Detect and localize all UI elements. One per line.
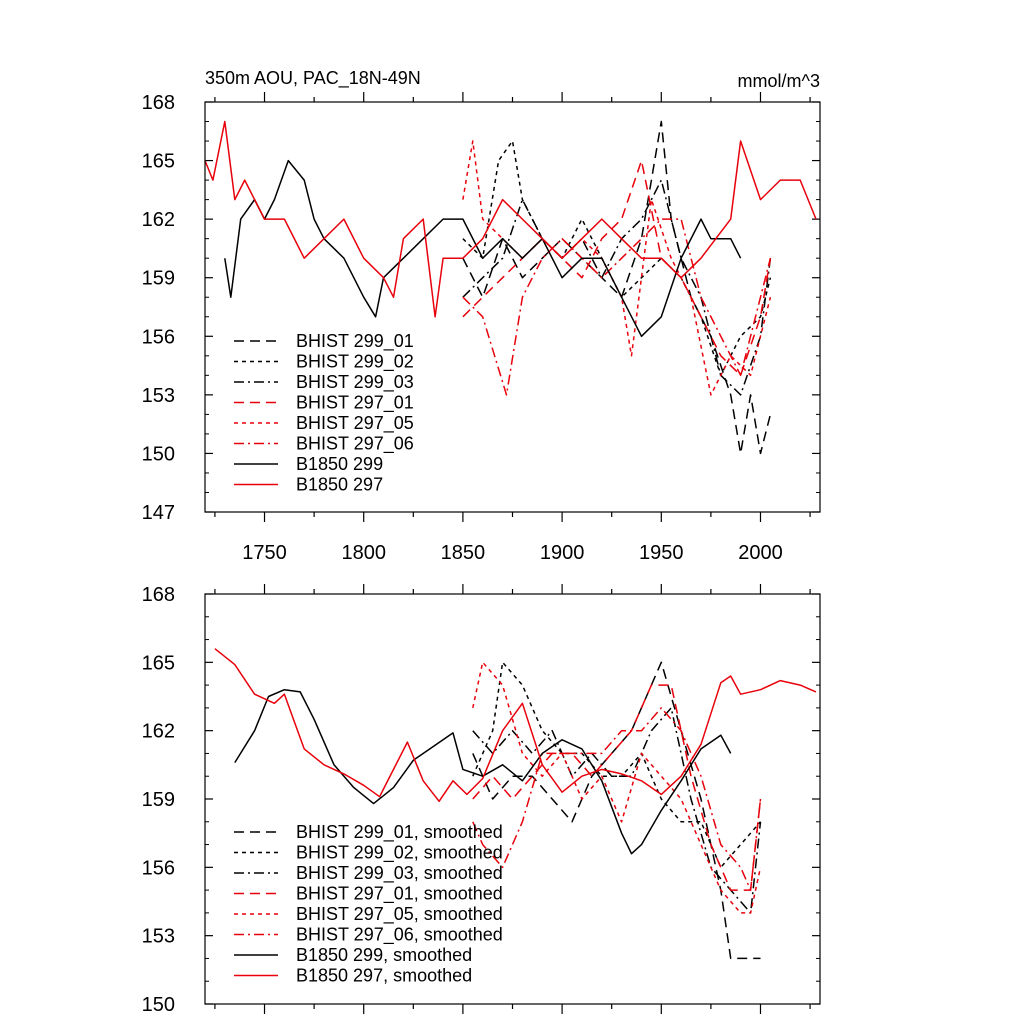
- bottom-panel: 150 153 156 159 162 165 168 BHIST 299_01, smoo…: [142, 584, 821, 1016]
- bottom-series-line: [234, 688, 732, 855]
- bottom-series-line: [214, 648, 817, 803]
- top-series-group: [204, 120, 817, 455]
- top-legend-label: BHIST 297_05: [296, 413, 414, 434]
- bottom-series-line: [472, 661, 761, 960]
- bottom-series-line: [472, 707, 762, 914]
- bottom-legend-label: BHIST 297_01, smoothed: [296, 884, 503, 905]
- bottom-series-group: [214, 648, 817, 960]
- bottom-series-line: [472, 707, 762, 891]
- bottom-legend-label: BHIST 299_01, smoothed: [296, 822, 503, 843]
- bottom-legend-label: BHIST 297_05, smoothed: [296, 904, 503, 925]
- top-axis-ticks: 147 150 153 156 159 162 165 168 1750 1800 1850 1900…: [142, 92, 820, 564]
- top-ytick-label: 147: [142, 502, 175, 524]
- chart-units-label: mmol/m^3: [738, 71, 820, 91]
- bottom-ytick-label: 168: [142, 584, 175, 606]
- chart-title: 350m AOU, PAC_18N-49N: [205, 68, 421, 89]
- bottom-ytick-label: 150: [142, 994, 175, 1016]
- top-series-line: [462, 140, 772, 396]
- top-ytick-label: 153: [142, 385, 175, 407]
- bottom-series-line: [472, 684, 762, 891]
- top-legend-label: BHIST 299_01: [296, 331, 414, 352]
- top-panel: 350m AOU, PAC_18N-49N mmol/m^3 147 150 153…: [142, 68, 821, 564]
- top-legend-label: BHIST 299_03: [296, 372, 414, 393]
- top-xtick-label: 1900: [540, 542, 585, 564]
- top-series-line: [204, 120, 817, 318]
- bottom-ytick-label: 159: [142, 789, 175, 811]
- bottom-ytick-label: 156: [142, 857, 175, 879]
- top-series-line: [462, 120, 772, 455]
- bottom-legend-label: BHIST 299_03, smoothed: [296, 863, 503, 884]
- top-ytick-label: 156: [142, 326, 175, 348]
- bottom-ytick-label: 162: [142, 721, 175, 743]
- top-xtick-label: 1950: [639, 542, 684, 564]
- top-legend-label: BHIST 297_01: [296, 393, 414, 414]
- bottom-legend-label: BHIST 297_06, smoothed: [296, 925, 503, 946]
- top-series-line: [462, 218, 772, 396]
- top-ytick-label: 162: [142, 209, 175, 231]
- top-xtick-label: 1750: [242, 542, 287, 564]
- bottom-ytick-label: 165: [142, 652, 175, 674]
- top-legend-label: B1850 299: [296, 454, 383, 474]
- bottom-axis-ticks: 150 153 156 159 162 165 168: [142, 584, 820, 1016]
- bottom-series-line: [472, 661, 762, 914]
- bottom-legend-label: B1850 297, smoothed: [296, 966, 472, 986]
- top-plot-frame: [204, 101, 821, 513]
- top-xtick-label: 1800: [341, 542, 386, 564]
- top-legend-label: B1850 297: [296, 475, 383, 495]
- top-ytick-label: 150: [142, 443, 175, 465]
- bottom-ytick-label: 153: [142, 926, 175, 948]
- top-series-line: [462, 159, 772, 377]
- top-xtick-label: 2000: [738, 542, 783, 564]
- top-ytick-label: 159: [142, 268, 175, 290]
- top-legend-label: BHIST 299_02: [296, 352, 414, 373]
- top-series-line: [224, 159, 742, 338]
- top-series-line: [462, 140, 772, 377]
- bottom-legend-label: B1850 299, smoothed: [296, 945, 472, 965]
- bottom-series-line: [472, 661, 762, 869]
- bottom-legend-label: BHIST 299_02, smoothed: [296, 843, 503, 864]
- bottom-plot-frame: [204, 593, 821, 1005]
- top-legend-label: BHIST 297_06: [296, 434, 414, 455]
- top-xtick-label: 1850: [441, 542, 486, 564]
- top-ytick-label: 165: [142, 151, 175, 173]
- top-ytick-label: 168: [142, 92, 175, 114]
